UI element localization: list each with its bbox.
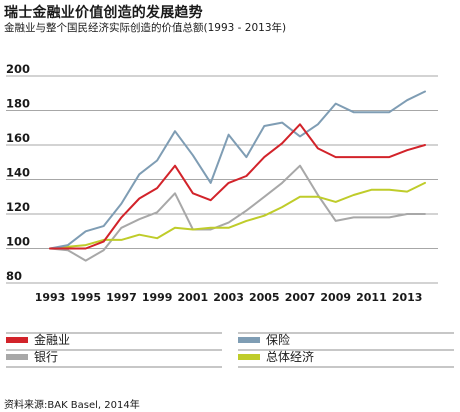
x-tick-label: 2005 [249, 291, 280, 304]
chart-title: 瑞士金融业价值创造的发展趋势 [4, 5, 203, 21]
x-tick-label: 1993 [35, 291, 66, 304]
x-tick-label: 2009 [320, 291, 351, 304]
x-tick-label: 1999 [142, 291, 173, 304]
source-note: 资料来源:BAK Basel, 2014年 [4, 400, 140, 411]
x-tick-label: 2001 [178, 291, 209, 304]
legend-swatch-0 [6, 337, 28, 343]
legend-label-3: 总体经济 [266, 349, 314, 364]
x-tick-label: 2007 [285, 291, 316, 304]
legend-label-0: 金融业 [34, 332, 70, 347]
legend-swatch-3 [238, 354, 260, 360]
y-tick-label: 200 [6, 62, 30, 76]
chart-subtitle: 金融业与整个国民经济实际创造的价值总额(1993 - 2013年) [4, 22, 287, 34]
x-axis: 1993 1995 1997 1999 2001 2003 2005 2007 2009 2011… [35, 291, 423, 304]
x-tick-label: 2013 [392, 291, 423, 304]
y-tick-label: 160 [6, 131, 30, 145]
y-tick-label: 120 [6, 200, 30, 214]
series-line-0 [49, 123, 426, 250]
y-axis: 80 100 120 140 160 180 200 [6, 62, 30, 283]
series-line-3 [49, 181, 426, 250]
legend-label-1: 保险 [266, 332, 290, 347]
x-tick-label: 1995 [70, 291, 101, 304]
x-tick-label: 2003 [213, 291, 244, 304]
y-tick-label: 80 [6, 269, 22, 283]
legend-swatch-1 [238, 337, 260, 343]
legend-label-2: 银行 [34, 350, 58, 364]
legend-swatch-2 [6, 354, 28, 360]
x-tick-label: 2011 [356, 291, 387, 304]
series-lines [49, 90, 426, 262]
x-tick-label: 1997 [106, 291, 137, 304]
series-line-1 [49, 90, 426, 250]
y-tick-label: 180 [6, 97, 30, 111]
y-tick-label: 140 [6, 166, 30, 180]
y-tick-label: 100 [6, 235, 30, 249]
